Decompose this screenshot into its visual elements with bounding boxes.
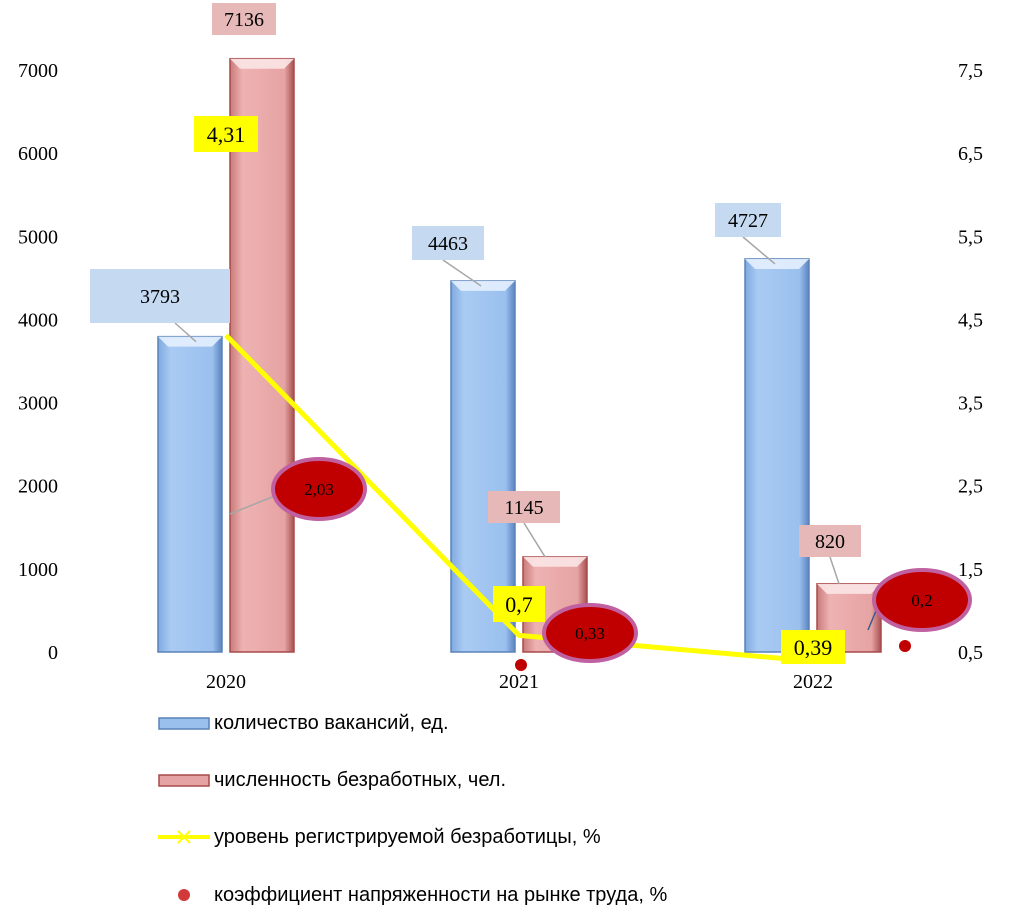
legend-swatch-unemployment-rate — [158, 830, 210, 844]
bar-vacancies-bevel — [158, 336, 222, 347]
x-tick-label: 2022 — [793, 671, 833, 693]
bar-vacancies — [157, 335, 223, 653]
data-label-bg-tension-coefficient — [271, 457, 367, 521]
legend-swatch-tension-coefficient — [178, 889, 190, 901]
data-label-unemployment-rate: 0,7 — [505, 592, 533, 617]
y-right-tick-label: 1,5 — [958, 559, 983, 581]
legend-swatch-vacancies — [158, 717, 210, 730]
legend-label-unemployment-rate: уровень регистрируемой безработицы, % — [214, 825, 601, 848]
data-label-bg-unemployment-rate — [781, 630, 845, 664]
legend-item-unemployment-rate: уровень регистрируемой безработицы, % — [158, 822, 601, 852]
legend-swatch-unemployed — [158, 774, 210, 787]
y-left-tick-label: 7000 — [18, 60, 58, 82]
bar-unemployed-bevel — [230, 58, 294, 69]
x-tick-label: 2021 — [499, 671, 539, 693]
marker-tension-coefficient — [515, 659, 527, 671]
data-label-bg-vacancies — [90, 269, 230, 323]
x-tick-label: 2020 — [206, 671, 246, 693]
bar-unemployed-bevel — [817, 583, 881, 594]
data-label-bg-unemployed — [799, 525, 861, 557]
chart-canvas: 0 1000 2000 3000 4000 5000 6000 7000 0,5 1,5 2,5 3,… — [18, 3, 983, 693]
bar-unemployed-bevel — [523, 556, 587, 567]
data-label-unemployment-rate: 4,31 — [207, 122, 246, 147]
data-label-bg-unemployment-rate — [493, 586, 545, 622]
data-label-tension-coefficient: 2,03 — [304, 480, 334, 499]
bar-vacancies — [744, 258, 810, 653]
y-left-tick-label: 2000 — [18, 476, 58, 498]
data-label-bg-unemployed — [488, 491, 560, 523]
leader-line — [229, 494, 278, 515]
y-right-tick-label: 3,5 — [958, 393, 983, 415]
leader-line — [742, 236, 776, 265]
y-left-tick-label: 3000 — [18, 393, 58, 415]
data-label-unemployed: 7136 — [224, 9, 264, 31]
bar-vacancies-bevel — [745, 258, 809, 269]
y-right-tick-label: 5,5 — [958, 226, 983, 248]
legend-label-vacancies: количество вакансий, ед. — [214, 711, 449, 734]
y-right-tick-label: 2,5 — [958, 476, 983, 498]
marker-tension-coefficient — [899, 640, 911, 652]
legend-item-tension-coefficient: коэффициент напряженности на рынке труда… — [158, 880, 667, 910]
y-left-tick-label: 1000 — [18, 559, 58, 581]
data-label-unemployed: 1145 — [504, 497, 543, 519]
data-label-unemployment-rate: 0,39 — [794, 635, 833, 660]
data-label-vacancies: 4727 — [728, 210, 768, 232]
leader-line — [523, 522, 546, 558]
data-label-unemployed: 820 — [815, 531, 845, 553]
y-left-tick-label: 0 — [48, 642, 58, 664]
data-label-bg-tension-coefficient — [542, 603, 638, 663]
bar-vacancies-bevel — [451, 280, 515, 291]
y-right-tick-label: 4,5 — [958, 309, 983, 331]
legend-item-vacancies: количество вакансий, ед. — [158, 708, 449, 738]
data-label-bg-vacancies — [715, 203, 781, 237]
data-label-vacancies: 4463 — [428, 233, 468, 255]
legend-label-tension-coefficient: коэффициент напряженности на рынке труда… — [214, 883, 668, 906]
data-label-tension-coefficient: 0,2 — [911, 591, 932, 610]
data-label-bg-unemployment-rate — [194, 116, 258, 152]
leader-line — [829, 556, 840, 585]
legend-item-unemployed: численность безработных, чел. — [158, 765, 506, 795]
data-label-bg-unemployed — [212, 3, 276, 35]
y-left-tick-label: 5000 — [18, 226, 58, 248]
data-label-tension-coefficient: 0,33 — [575, 624, 605, 643]
y-right-tick-label: 7,5 — [958, 60, 983, 82]
legend-label-unemployed: численность безработных, чел. — [214, 768, 507, 791]
bar-unemployed — [229, 57, 295, 653]
line-unemployment-rate — [224, 333, 814, 664]
data-label-vacancies: 3793 — [140, 286, 180, 308]
data-label-bg-vacancies — [412, 226, 484, 260]
y-left-tick-label: 6000 — [18, 143, 58, 165]
y-right-tick-label: 0,5 — [958, 642, 983, 664]
leader-line — [174, 322, 197, 343]
leader-line — [442, 259, 482, 287]
y-left-tick-label: 4000 — [18, 309, 58, 331]
data-label-bg-tension-coefficient — [872, 568, 972, 632]
y-right-tick-label: 6,5 — [958, 143, 983, 165]
